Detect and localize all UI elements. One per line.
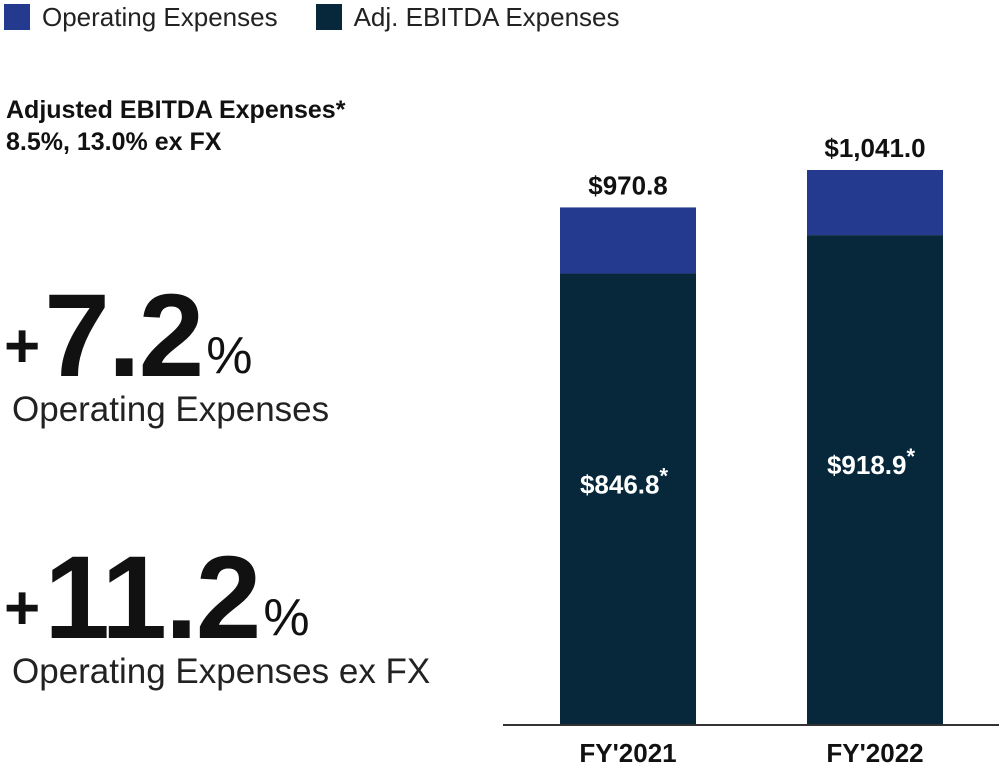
adjusted-ebitda-headline: Adjusted EBITDA Expenses* 8.5%, 13.0% ex… bbox=[6, 94, 345, 158]
kpi-unit: % bbox=[206, 327, 253, 385]
bar-operating-1 bbox=[560, 207, 696, 274]
kpi-value: 11.2 bbox=[44, 532, 261, 664]
kpi-value: 7.2 bbox=[44, 270, 204, 402]
kpi-operating-expenses-ex-fx: + 11.2 % Operating Expenses ex FX bbox=[4, 532, 431, 692]
kpi-sign: + bbox=[4, 574, 41, 643]
kpi-unit: % bbox=[263, 589, 310, 647]
legend-label-adj-ebitda: Adj. EBITDA Expenses bbox=[353, 1, 620, 32]
legend-item-operating-expenses: Operating Expenses bbox=[4, 2, 278, 33]
x-tick-label-1: FY'2021 bbox=[579, 738, 676, 768]
total-label-1: $970.8 bbox=[588, 170, 668, 200]
kpi-sign: + bbox=[4, 312, 41, 381]
inner-label-asterisk: * bbox=[659, 463, 668, 488]
total-label-2: $1,041.0 bbox=[824, 133, 925, 163]
bar-operating-2 bbox=[807, 170, 943, 236]
legend-swatch-adj-ebitda bbox=[315, 4, 342, 30]
inner-label-1: $846.8* bbox=[580, 463, 669, 499]
legend-swatch-operating bbox=[4, 4, 30, 30]
bar-adj-ebitda-1 bbox=[560, 273, 696, 725]
headline-title: Adjusted EBITDA Expenses* bbox=[6, 96, 346, 124]
legend-item-adj-ebitda-expenses: Adj. EBITDA Expenses bbox=[315, 1, 620, 33]
kpi-label: Operating Expenses ex FX bbox=[12, 652, 431, 691]
legend: Operating Expenses Adj. EBITDA Expenses bbox=[4, 0, 658, 34]
kpi-label: Operating Expenses bbox=[12, 390, 330, 429]
inner-label-asterisk: * bbox=[906, 444, 915, 469]
kpi-operating-expenses: + 7.2 % Operating Expenses bbox=[4, 270, 330, 430]
headline-growth: 8.5%, 13.0% ex FX bbox=[6, 128, 222, 156]
x-tick-label-2: FY'2022 bbox=[826, 738, 923, 768]
bar-adj-ebitda-2 bbox=[807, 235, 943, 725]
legend-label-operating: Operating Expenses bbox=[42, 1, 278, 32]
inner-label-2: $918.9* bbox=[827, 444, 916, 480]
